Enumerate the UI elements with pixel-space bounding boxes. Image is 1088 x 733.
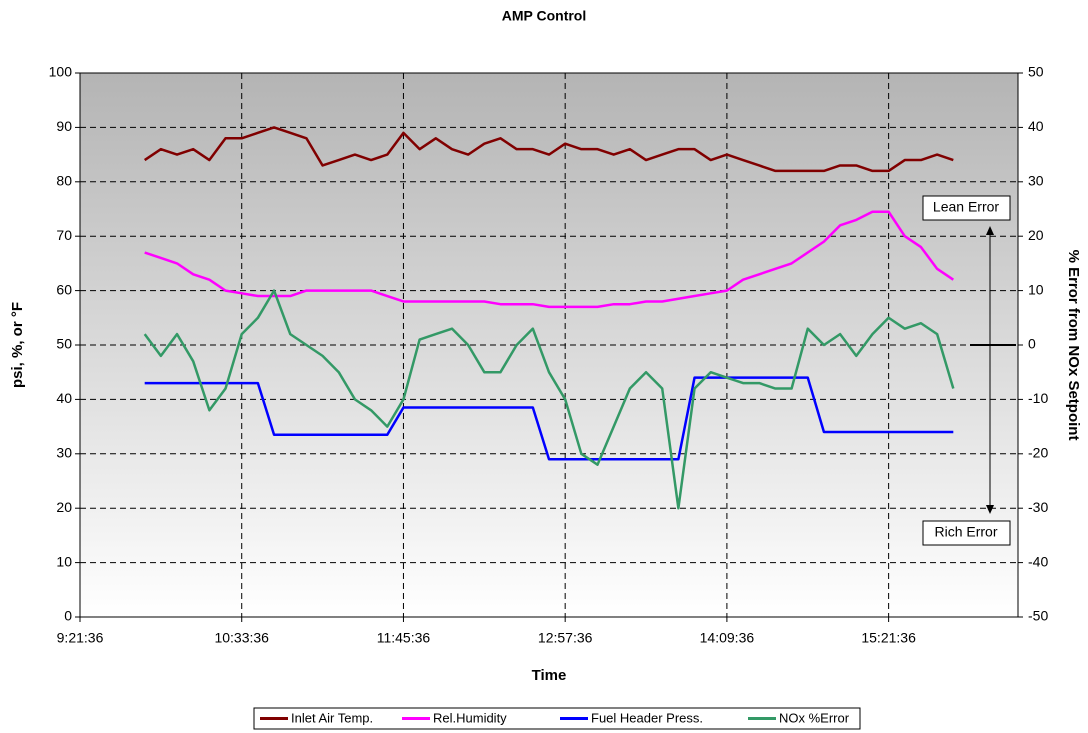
y-tick-label: 30 xyxy=(56,445,72,461)
y2-tick-label: 10 xyxy=(1028,281,1044,297)
legend-label: Inlet Air Temp. xyxy=(291,710,373,725)
series-line xyxy=(143,126,954,173)
y-tick-label: 10 xyxy=(56,553,72,569)
y-tick-label: 20 xyxy=(56,499,72,515)
y2-tick-label: -10 xyxy=(1028,390,1048,406)
chart-title: AMP Control xyxy=(502,8,587,24)
y-tick-label: 70 xyxy=(56,227,72,243)
grid xyxy=(80,73,1018,617)
y-tick-label: 100 xyxy=(49,64,73,80)
annotation: Rich Error xyxy=(934,524,997,540)
legend-label: Rel.Humidity xyxy=(433,710,507,725)
x-tick-label: 10:33:36 xyxy=(214,630,269,646)
y-tick-label: 0 xyxy=(64,608,72,624)
series-lines xyxy=(143,126,955,510)
y2-tick-label: -50 xyxy=(1028,608,1048,624)
legend-items: Inlet Air Temp. Rel.Humidity Fuel Header P… xyxy=(260,710,850,725)
annotation: Lean Error xyxy=(933,199,999,215)
x-tick-label: 15:21:36 xyxy=(861,630,916,646)
y2-tick-label: 50 xyxy=(1028,64,1044,80)
x-axis-title: Time xyxy=(532,667,567,684)
legend xyxy=(253,707,861,730)
series-line xyxy=(144,210,955,309)
series-line xyxy=(143,289,955,510)
legend-label: Fuel Header Press. xyxy=(591,710,703,725)
y2-tick-label: 20 xyxy=(1028,227,1044,243)
y2-tick-label: -40 xyxy=(1028,553,1048,569)
x-tick-label: 12:57:36 xyxy=(538,630,593,646)
x-tick-label: 11:45:36 xyxy=(377,630,431,646)
y-tick-label: 40 xyxy=(56,390,72,406)
y-tick-label: 60 xyxy=(56,281,72,297)
y2-axis-title: % Error from NOx Setpoint xyxy=(1065,250,1082,441)
y2-tick-label: -30 xyxy=(1028,499,1048,515)
annotation-box xyxy=(922,520,1011,546)
annotation-box xyxy=(922,195,1011,221)
y-axis-title: psi, %, or °F xyxy=(9,302,26,388)
y2-tick-label: 40 xyxy=(1028,118,1044,134)
y-tick-label: 90 xyxy=(56,118,72,134)
x-tick-label: 9:21:36 xyxy=(57,630,104,646)
y2-tick-label: -20 xyxy=(1028,445,1048,461)
y-tick-label: 50 xyxy=(56,336,72,352)
y-tick-label: 80 xyxy=(56,173,72,189)
y2-tick-label: 0 xyxy=(1028,336,1036,352)
y2-tick-label: 30 xyxy=(1028,173,1044,189)
legend-label: NOx %Error xyxy=(779,710,850,725)
x-tick-label: 14:09:36 xyxy=(700,630,755,646)
series-line xyxy=(144,376,954,461)
